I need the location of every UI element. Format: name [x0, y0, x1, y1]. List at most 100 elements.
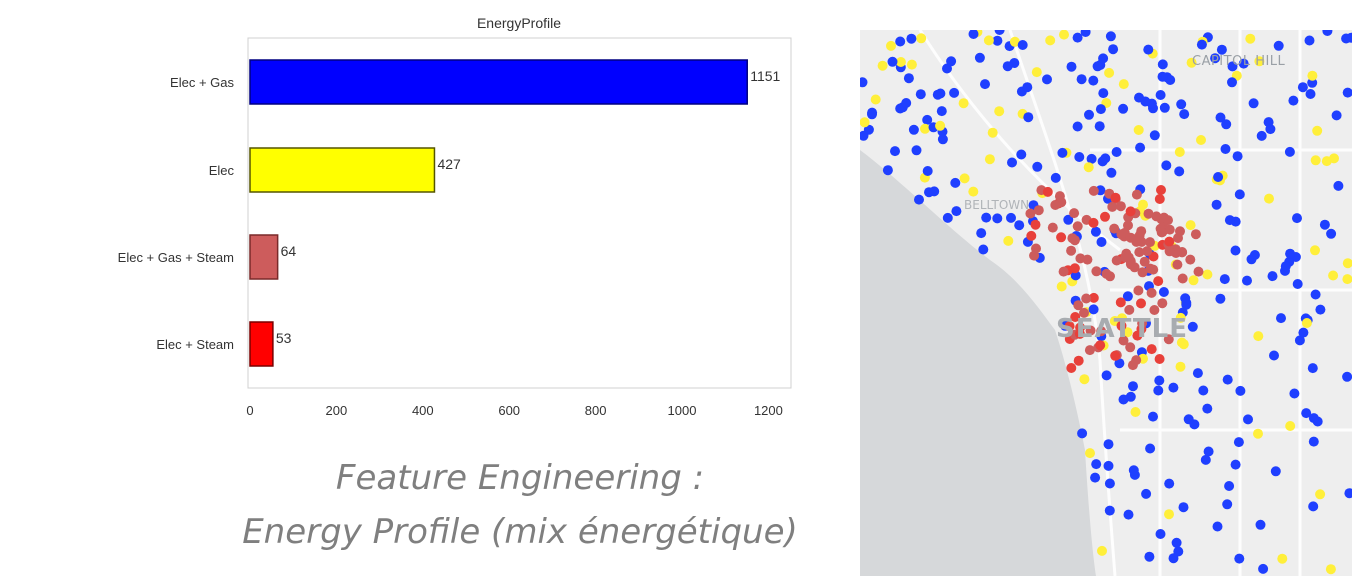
map-point — [1265, 124, 1276, 135]
map-point — [1111, 255, 1122, 266]
map-point — [1084, 345, 1095, 356]
map-point — [1084, 109, 1094, 120]
map-point — [1273, 40, 1284, 51]
data-label-3: 53 — [276, 330, 292, 346]
map-point — [1103, 439, 1114, 450]
map-point — [1059, 30, 1069, 40]
map-point — [1174, 147, 1185, 157]
map-point — [1116, 320, 1127, 331]
map-point — [1092, 61, 1103, 72]
map-point — [1176, 99, 1187, 110]
map-point — [1077, 428, 1088, 439]
map-point — [1031, 243, 1041, 254]
map-point — [1210, 53, 1221, 64]
map-point — [1235, 385, 1246, 396]
map-point — [1069, 263, 1080, 274]
map-point — [1342, 258, 1352, 269]
map-point — [1014, 220, 1025, 231]
map-point — [1190, 229, 1201, 240]
map-point — [1081, 293, 1092, 304]
map-point — [981, 212, 992, 223]
map-point — [1066, 363, 1077, 373]
map-point — [1200, 454, 1211, 465]
map-point — [1264, 193, 1274, 204]
map-point — [1156, 227, 1167, 238]
map-point — [1163, 215, 1173, 226]
map-point — [1063, 214, 1074, 225]
bar-1 — [249, 147, 436, 193]
map-point — [1042, 74, 1052, 85]
map-point — [1315, 304, 1326, 315]
map-point — [1246, 254, 1257, 265]
map-point — [958, 98, 969, 109]
map-point — [1066, 245, 1077, 256]
map-point — [1211, 199, 1222, 210]
map-point — [1298, 327, 1309, 338]
map-point — [870, 94, 881, 105]
map-point — [882, 165, 893, 176]
map-point — [1253, 331, 1264, 342]
map-point — [1165, 75, 1176, 85]
map-point — [1277, 553, 1288, 564]
map-point — [1248, 98, 1259, 109]
map-point — [1137, 267, 1148, 278]
map-point — [1149, 305, 1160, 315]
map-point — [1073, 300, 1084, 311]
x-tick-label-1: 200 — [326, 403, 348, 418]
map-point — [1238, 58, 1249, 69]
map-point — [1284, 146, 1295, 157]
map-point — [1069, 208, 1080, 219]
map-point — [1135, 142, 1146, 153]
bars-group — [249, 59, 748, 367]
map-point — [1118, 79, 1129, 90]
map-point — [1179, 109, 1190, 120]
map-point — [886, 40, 896, 51]
map-point — [959, 173, 970, 184]
map-point — [1145, 237, 1155, 248]
map-point — [1224, 215, 1235, 226]
seattle-building-map[interactable]: CAPITOL HILL BELLTOWN SEATTLE — [860, 30, 1352, 576]
map-point — [1101, 370, 1112, 381]
map-point — [1115, 201, 1126, 212]
map-point — [1175, 361, 1186, 372]
map-point — [1080, 30, 1091, 37]
map-point — [1154, 354, 1165, 364]
map-point — [877, 60, 888, 71]
map-point — [937, 134, 948, 145]
map-point — [1064, 321, 1075, 332]
map-point — [1342, 87, 1352, 98]
map-point — [1212, 521, 1223, 532]
map-point — [1328, 270, 1339, 281]
map-point — [1174, 166, 1185, 177]
map-point — [1168, 553, 1179, 564]
map-point — [1104, 505, 1115, 516]
map-point — [1118, 335, 1129, 346]
map-point — [1155, 90, 1166, 100]
data-label-0: 1151 — [750, 68, 780, 84]
map-point — [1254, 56, 1265, 67]
map-point — [916, 33, 927, 44]
map-point — [1103, 460, 1114, 471]
map-point — [1144, 551, 1155, 562]
map-point — [1047, 222, 1058, 233]
map-point — [860, 117, 870, 128]
map-point — [1310, 245, 1320, 256]
map-point — [1161, 160, 1172, 171]
map-point — [1154, 194, 1165, 204]
map-point — [1188, 275, 1199, 286]
x-tick-label-5: 1000 — [668, 403, 697, 418]
map-point — [911, 145, 922, 156]
map-point — [1072, 32, 1083, 43]
map-point — [1086, 153, 1097, 164]
map-point — [1322, 30, 1333, 36]
y-tick-labels: Elec + Gas Elec Elec + Gas + Steam Elec + S… — [118, 75, 235, 352]
map-point — [1196, 39, 1207, 50]
map-point — [915, 89, 926, 100]
map-point — [1325, 564, 1336, 575]
x-tick-labels: 0 200 400 600 800 1000 1200 — [246, 403, 782, 418]
map-point — [1073, 355, 1084, 366]
map-point — [1196, 135, 1206, 145]
map-point — [1136, 298, 1146, 309]
map-point — [906, 33, 917, 44]
bar-0 — [249, 59, 748, 105]
